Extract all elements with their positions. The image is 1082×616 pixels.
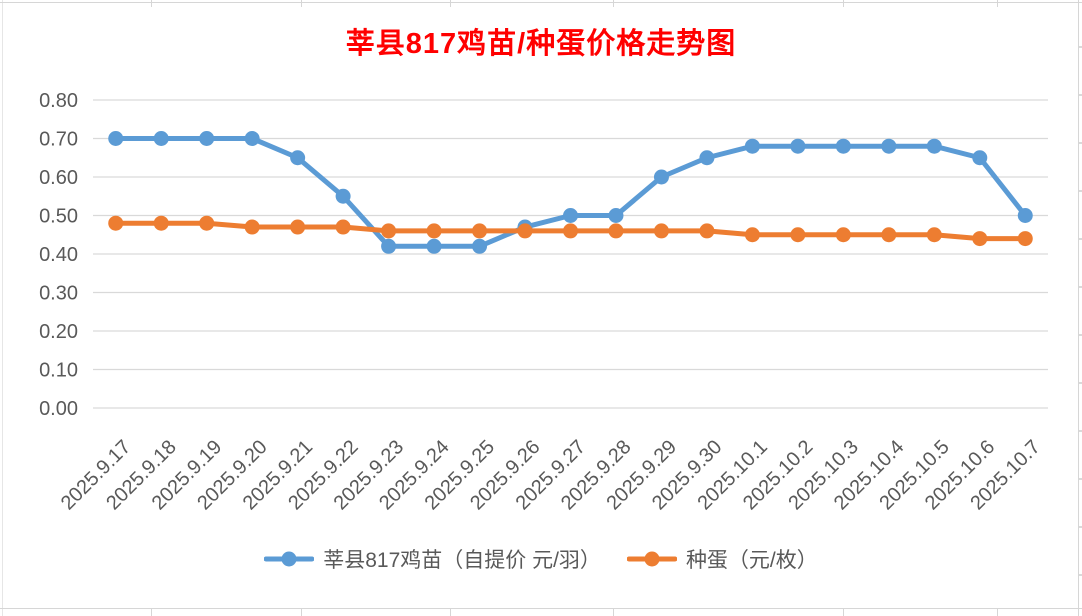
chart-title: 莘县817鸡苗/种蛋价格走势图 [345, 28, 737, 60]
data-point-marker [881, 227, 897, 243]
legend-label-egg-price: 种蛋（元/枚） [685, 549, 818, 572]
data-point-marker [244, 219, 260, 235]
data-point-marker [744, 227, 760, 243]
data-point-marker [472, 238, 488, 254]
data-point-marker [1017, 231, 1033, 247]
chart-legend: 莘县817鸡苗（自提价 元/羽） 种蛋（元/枚） [0, 544, 1082, 574]
data-point-marker [335, 188, 351, 204]
data-point-marker [699, 150, 715, 166]
sheet-column-stub [151, 0, 152, 7]
data-point-marker [1017, 208, 1033, 223]
sheet-column-stub [151, 609, 152, 616]
data-point-marker [926, 138, 942, 154]
data-point-marker [972, 150, 988, 166]
data-point-marker [335, 219, 351, 235]
data-point-marker [563, 208, 578, 223]
data-point-marker [108, 215, 124, 231]
svg-text:0.10: 0.10 [39, 360, 78, 382]
svg-text:0.80: 0.80 [39, 90, 78, 112]
legend-item-chick-price: 莘县817鸡苗（自提价 元/羽） [264, 544, 601, 574]
svg-text:0.70: 0.70 [39, 129, 78, 151]
orange-line-marker-icon [626, 551, 677, 567]
data-point-marker [381, 238, 397, 254]
data-point-marker [835, 227, 851, 243]
data-point-marker [426, 238, 442, 254]
data-point-marker [790, 138, 806, 154]
sheet-column-stub [450, 609, 451, 616]
data-point-marker [290, 150, 306, 166]
data-point-marker [835, 138, 851, 154]
data-point-marker [381, 223, 397, 239]
sheet-gridline-top [0, 2, 1082, 3]
data-point-marker [426, 223, 442, 239]
data-point-marker [517, 223, 533, 239]
sheet-column-stub [997, 609, 998, 616]
data-point-marker [608, 208, 624, 223]
svg-text:0.50: 0.50 [39, 206, 78, 228]
sheet-column-stub [843, 609, 844, 616]
sheet-column-stub [613, 0, 614, 7]
data-point-marker [744, 138, 760, 154]
sheet-column-stub [301, 609, 302, 616]
gridlines [93, 99, 1048, 409]
data-point-marker [563, 223, 578, 239]
svg-text:0.30: 0.30 [39, 283, 78, 305]
blue-line-marker-icon [264, 551, 315, 567]
sheet-column-stub [301, 0, 302, 7]
series-blue-chick-line [108, 131, 1033, 254]
data-point-marker [199, 215, 215, 231]
data-point-marker [153, 131, 169, 146]
data-point-marker [926, 227, 942, 243]
sheet-gridline-left [2, 0, 3, 616]
data-point-marker [608, 223, 624, 239]
data-point-marker [653, 223, 669, 239]
data-point-marker [290, 219, 306, 235]
data-point-marker [881, 138, 897, 154]
svg-text:0.60: 0.60 [39, 167, 78, 189]
series-orange-egg-line [108, 215, 1033, 247]
data-point-marker [244, 131, 260, 146]
svg-text:0.40: 0.40 [39, 244, 78, 266]
sheet-gridline-bottom [0, 608, 1082, 609]
sheet-row-ticks [1078, 0, 1082, 616]
data-point-marker [108, 131, 124, 146]
data-point-marker [699, 223, 715, 239]
data-point-marker [199, 131, 215, 146]
data-point-marker [790, 227, 806, 243]
sheet-column-stub [450, 0, 451, 7]
data-point-marker [153, 215, 169, 231]
legend-label-chick-price: 莘县817鸡苗（自提价 元/羽） [323, 549, 601, 572]
x-axis-labels: 2025.9.172025.9.182025.9.192025.9.202025… [57, 436, 1045, 514]
data-point-marker [653, 169, 669, 185]
y-axis-labels: 0.00 0.10 0.20 0.30 0.40 0.50 0.60 0.70 0.80 [39, 90, 78, 420]
legend-item-egg-price: 种蛋（元/枚） [626, 544, 818, 574]
sheet-column-stub [843, 0, 844, 7]
sheet-column-stub [997, 0, 998, 7]
sheet-column-stub [613, 609, 614, 616]
data-point-marker [472, 223, 488, 239]
svg-text:0.00: 0.00 [39, 398, 78, 420]
svg-text:0.20: 0.20 [39, 321, 78, 343]
data-point-marker [972, 231, 988, 247]
